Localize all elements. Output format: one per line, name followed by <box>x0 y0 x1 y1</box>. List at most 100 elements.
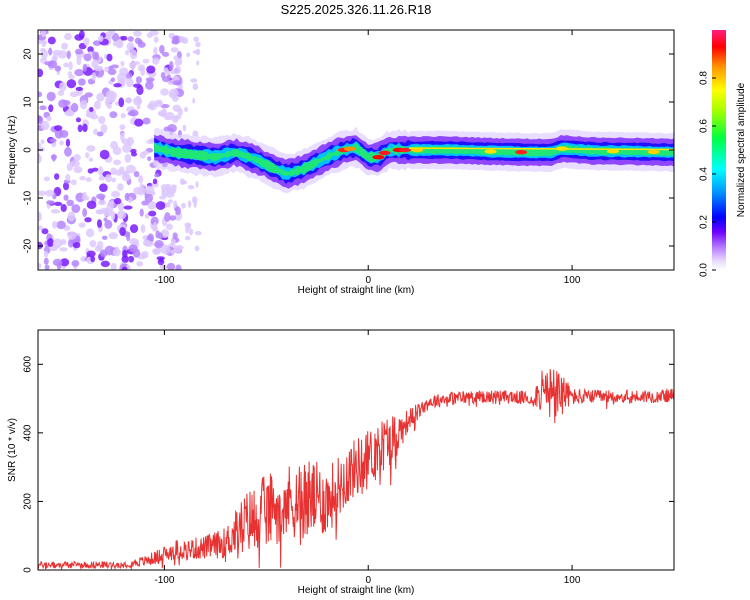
spectrogram-noise-cell <box>171 95 179 102</box>
spectrogram-ylabel: Frequency (Hz) <box>7 116 18 185</box>
spectrogram-peak <box>411 147 424 153</box>
spectrogram-noise-cell <box>160 244 171 255</box>
spectrogram-noise-cell <box>77 78 86 86</box>
colorbar-label: Normalized spectral amplitude <box>736 82 747 217</box>
spectrogram-noise-cell <box>133 30 142 37</box>
spectrogram-noise-cell <box>133 186 142 195</box>
colorbar: 0.0 0.2 0.4 0.6 0.8 Normalized spectral ampl… <box>699 30 747 277</box>
snr-series-line <box>38 369 674 570</box>
spectrogram-noise-cell <box>53 125 63 131</box>
spectrogram-noise-cell <box>38 190 47 196</box>
spectrogram-noise-cell <box>90 255 96 263</box>
spectrogram-noise-cell <box>40 30 46 38</box>
spectrogram-noise-cell <box>72 242 81 249</box>
spectrogram-noise-cell <box>88 157 94 162</box>
spectrogram-noise-cell <box>75 117 82 123</box>
spectrogram-peak <box>378 150 391 156</box>
spectrogram-noise-cell <box>40 47 46 53</box>
spectrogram-noise-cell <box>125 49 130 56</box>
spectrogram-noise-cell <box>73 154 81 162</box>
snr-frame <box>37 329 675 571</box>
colorbar-tick-label: 0.4 <box>699 167 710 181</box>
spectrogram-noise-cell <box>54 128 63 139</box>
spectrogram-noise-cell <box>119 124 126 130</box>
spectrogram-noise-cell <box>106 53 113 62</box>
spectrogram-noise-cell <box>59 258 70 267</box>
spectrogram-noise-cell <box>110 77 116 82</box>
spectrogram-noise-cell <box>185 225 189 234</box>
spectrogram-noise-cell <box>121 266 128 270</box>
spectrogram-noise-cell <box>110 210 116 221</box>
spectrogram-noise-cell <box>65 138 71 147</box>
spectrogram-noise-cell <box>192 83 199 91</box>
spectrogram-peak <box>372 155 385 160</box>
spectrogram-noise-cell <box>57 90 65 97</box>
spectrogram-noise-cell <box>132 83 142 88</box>
spectrogram-noise-cell <box>175 264 182 270</box>
spectrogram-noise-cell <box>147 201 157 210</box>
spectrogram-noise-cell <box>89 240 97 248</box>
spectrogram-noise-cell <box>173 55 179 61</box>
spectrogram-noise-cell <box>41 228 49 235</box>
spectrogram-noise-cell <box>41 40 48 45</box>
spectrogram-noise-cell <box>66 50 71 60</box>
spectrogram-noise-cell <box>87 168 94 174</box>
spectrogram-noise-cell <box>170 249 176 255</box>
spectrogram-noise-cell <box>82 207 88 218</box>
spectrogram-noise-cell <box>105 174 113 183</box>
spectrogram-noise-cell <box>140 224 146 234</box>
spectrogram-noise-cell <box>59 140 64 146</box>
spectrogram-xlabel: Height of straight line (km) <box>298 285 415 296</box>
spectrogram-noise-cell <box>49 138 57 143</box>
spectrogram-noise-cell <box>150 216 159 226</box>
spectrogram-noise-cell <box>58 99 68 108</box>
spectrogram-noise-cell <box>172 232 178 240</box>
spectrogram-noise-cell <box>152 57 160 65</box>
spectrogram-noise-cell <box>89 114 99 120</box>
spectrogram-noise-cell <box>167 199 173 204</box>
spectrogram-noise-cell <box>184 235 191 241</box>
spectrogram-noise-cell <box>166 262 176 270</box>
spectrogram-noise-cell <box>66 79 77 89</box>
spectrogram-noise-cell <box>177 108 183 116</box>
spectrogram-noise-cell <box>179 35 185 43</box>
spectrogram-noise-cell <box>64 147 72 157</box>
spectrogram-noise-cell <box>158 257 164 263</box>
spectrogram-noise-cell <box>194 231 202 236</box>
spectrogram-noise-cell <box>99 183 108 192</box>
spectrogram-noise-cell <box>158 195 167 200</box>
spectrogram-noise-cell <box>54 65 62 72</box>
spectrogram-noise-cell <box>93 100 101 110</box>
spectrogram-noise-cell <box>139 208 144 217</box>
spectrogram-noise-cell <box>186 52 191 58</box>
spectrogram-ytick-label: 10 <box>23 96 34 108</box>
spectrogram-noise-cell <box>38 154 42 164</box>
spectrogram-noise-cell <box>140 67 146 77</box>
spectrogram-noise-cell <box>142 235 148 240</box>
spectrogram-noise-cell <box>43 257 49 265</box>
spectrogram-noise-cell <box>145 80 154 90</box>
spectrogram-noise-cell <box>52 50 62 56</box>
spectrogram-noise-cell <box>38 262 42 269</box>
spectrogram-noise-cell <box>62 182 70 191</box>
spectrogram-xtick-label: 0 <box>365 275 371 286</box>
spectrogram-noise-cell <box>52 220 58 229</box>
spectrogram-noise-cell <box>70 179 77 186</box>
spectrogram-noise-cell <box>111 190 120 198</box>
spectrogram-noise-cell <box>147 103 154 110</box>
spectrogram-noise-cell <box>47 238 54 247</box>
spectrogram-noise-cell <box>124 153 132 163</box>
spectrogram-peak <box>606 149 619 154</box>
spectrogram-noise-cell <box>127 255 135 263</box>
spectrogram-noise-cell <box>148 210 157 217</box>
spectrogram-noise-cell <box>128 244 138 253</box>
spectrogram-noise-cell <box>120 60 125 67</box>
spectrogram-noise-cell <box>91 72 97 81</box>
spectrogram-noise-cell <box>56 220 66 230</box>
spectrogram-noise-cell <box>116 72 127 83</box>
spectrogram-noise-cell <box>40 139 45 144</box>
spectrogram-noise-cell <box>154 101 164 108</box>
spectrogram-noise-cell <box>125 164 136 174</box>
spectrogram-noise-cell <box>121 255 129 263</box>
